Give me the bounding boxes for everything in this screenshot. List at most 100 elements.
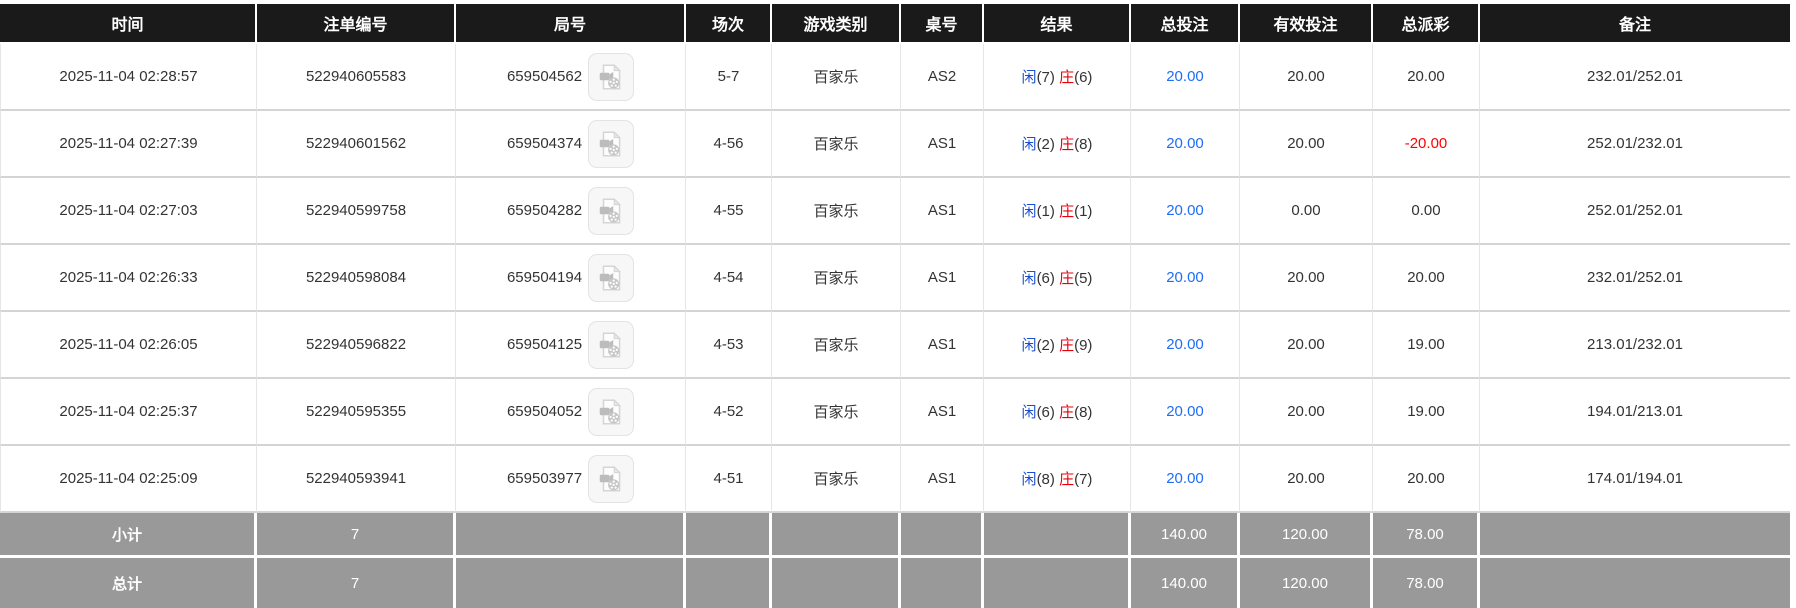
video-replay-button[interactable] <box>588 119 635 168</box>
result-banker-score: (1) <box>1074 203 1093 220</box>
total-bet-link[interactable]: 20.00 <box>1166 68 1204 85</box>
total-bet-link[interactable]: 20.00 <box>1166 202 1204 219</box>
result-player-label: 闲 <box>1021 471 1037 488</box>
summary-count: 7 <box>257 558 456 608</box>
round-number: 659504374 <box>506 135 583 152</box>
result-banker-score: (6) <box>1074 69 1093 86</box>
table-row: 2025-11-04 02:25:37 522940595355 659504052… <box>0 379 1790 446</box>
summary-empty-cell <box>901 558 984 608</box>
round-number: 659504282 <box>506 202 583 219</box>
cell-result: 闲(2) 庄(9) <box>984 312 1131 379</box>
video-file-icon <box>599 465 621 492</box>
total-bet-link[interactable]: 20.00 <box>1166 403 1204 420</box>
cell-total_payout: 20.00 <box>1373 44 1480 111</box>
cell-round: 659504374 <box>456 111 686 178</box>
cell-total_bet: 20.00 <box>1131 312 1240 379</box>
result-banker-label: 庄 <box>1059 270 1075 287</box>
column-header-time: 时间 <box>0 4 257 44</box>
round-number: 659504052 <box>506 403 583 420</box>
summary-total-bet: 140.00 <box>1131 513 1240 558</box>
total-payout-value: 0.00 <box>1411 202 1441 219</box>
summary-count: 7 <box>257 513 456 558</box>
column-header-remark: 备注 <box>1480 4 1790 44</box>
video-file-icon <box>599 63 621 90</box>
total-bet-link[interactable]: 20.00 <box>1166 135 1204 152</box>
round-number: 659504562 <box>506 68 583 85</box>
total-bet-link[interactable]: 20.00 <box>1166 470 1204 487</box>
video-replay-button[interactable] <box>588 186 635 235</box>
cell-time: 2025-11-04 02:26:33 <box>0 245 257 312</box>
summary-empty-cell <box>686 513 772 558</box>
column-header-valid-bet: 有效投注 <box>1240 4 1373 44</box>
result-player-score: (6) <box>1036 270 1055 287</box>
column-header-bet-id: 注单编号 <box>257 4 456 44</box>
video-replay-button[interactable] <box>588 320 635 369</box>
cell-total_bet: 20.00 <box>1131 245 1240 312</box>
result-player-score: (1) <box>1036 203 1055 220</box>
cell-time: 2025-11-04 02:28:57 <box>0 44 257 111</box>
total-bet-link[interactable]: 20.00 <box>1166 269 1204 286</box>
total-payout-value: 20.00 <box>1407 269 1445 286</box>
result-banker-label: 庄 <box>1059 136 1075 153</box>
summary-total-payout: 78.00 <box>1373 558 1480 608</box>
cell-total_payout: -20.00 <box>1373 111 1480 178</box>
cell-session: 4-51 <box>686 446 772 513</box>
video-file-icon <box>599 398 621 425</box>
cell-game_type: 百家乐 <box>772 446 901 513</box>
cell-table_no: AS2 <box>901 44 984 111</box>
column-header-table-no: 桌号 <box>901 4 984 44</box>
cell-game_type: 百家乐 <box>772 312 901 379</box>
cell-session: 4-54 <box>686 245 772 312</box>
table-row: 2025-11-04 02:28:57 522940605583 659504562… <box>0 44 1790 111</box>
result-banker-label: 庄 <box>1059 69 1075 86</box>
cell-valid_bet: 20.00 <box>1240 379 1373 446</box>
grand-total-row: 总计 7 140.00 120.00 78.00 <box>0 558 1790 608</box>
column-header-total-payout: 总派彩 <box>1373 4 1480 44</box>
cell-time: 2025-11-04 02:27:39 <box>0 111 257 178</box>
cell-remark: 232.01/252.01 <box>1480 44 1790 111</box>
cell-bet_id: 522940596822 <box>257 312 456 379</box>
total-payout-value: 19.00 <box>1407 403 1445 420</box>
cell-result: 闲(2) 庄(8) <box>984 111 1131 178</box>
video-replay-button[interactable] <box>588 387 635 436</box>
cell-time: 2025-11-04 02:25:37 <box>0 379 257 446</box>
total-payout-value: 20.00 <box>1407 470 1445 487</box>
cell-remark: 194.01/213.01 <box>1480 379 1790 446</box>
video-replay-button[interactable] <box>588 253 635 302</box>
cell-valid_bet: 20.00 <box>1240 312 1373 379</box>
cell-time: 2025-11-04 02:25:09 <box>0 446 257 513</box>
total-bet-link[interactable]: 20.00 <box>1166 336 1204 353</box>
summary-empty-cell <box>456 558 686 608</box>
result-player-label: 闲 <box>1021 270 1037 287</box>
result-banker-label: 庄 <box>1059 471 1075 488</box>
summary-label: 小计 <box>0 513 257 558</box>
video-file-icon <box>599 264 621 291</box>
table-body: 2025-11-04 02:28:57 522940605583 659504562… <box>0 44 1790 513</box>
summary-valid-bet: 120.00 <box>1240 558 1373 608</box>
cell-time: 2025-11-04 02:26:05 <box>0 312 257 379</box>
cell-total_payout: 19.00 <box>1373 379 1480 446</box>
cell-total_payout: 19.00 <box>1373 312 1480 379</box>
video-file-icon <box>599 331 621 358</box>
table-row: 2025-11-04 02:25:09 522940593941 659503977… <box>0 446 1790 513</box>
round-number: 659504125 <box>506 336 583 353</box>
cell-total_payout: 20.00 <box>1373 446 1480 513</box>
cell-bet_id: 522940601562 <box>257 111 456 178</box>
column-header-round: 局号 <box>456 4 686 44</box>
column-header-result: 结果 <box>984 4 1131 44</box>
cell-round: 659504562 <box>456 44 686 111</box>
video-replay-button[interactable] <box>588 52 635 101</box>
cell-result: 闲(6) 庄(8) <box>984 379 1131 446</box>
cell-time: 2025-11-04 02:27:03 <box>0 178 257 245</box>
cell-result: 闲(8) 庄(7) <box>984 446 1131 513</box>
cell-valid_bet: 0.00 <box>1240 178 1373 245</box>
cell-table_no: AS1 <box>901 111 984 178</box>
cell-remark: 232.01/252.01 <box>1480 245 1790 312</box>
result-banker-score: (5) <box>1074 270 1093 287</box>
cell-session: 5-7 <box>686 44 772 111</box>
summary-label: 总计 <box>0 558 257 608</box>
video-replay-button[interactable] <box>588 454 635 503</box>
table-summary: 小计 7 140.00 120.00 78.00 总计 7 140.00 120.00 78.00 <box>0 513 1790 608</box>
cell-session: 4-53 <box>686 312 772 379</box>
column-header-session: 场次 <box>686 4 772 44</box>
